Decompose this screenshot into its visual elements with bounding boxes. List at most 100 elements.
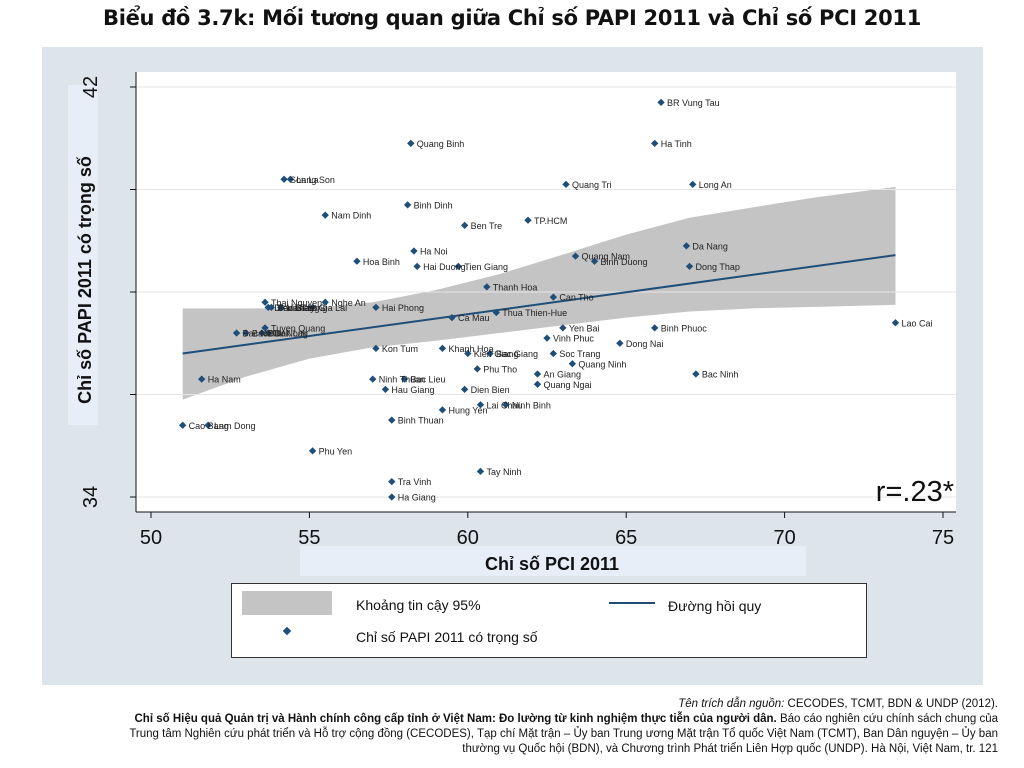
data-point [261, 298, 269, 306]
point-label: Lang Son [296, 175, 335, 185]
legend: Khoảng tin cậy 95% Đường hồi quy Chỉ số … [231, 583, 867, 658]
data-point [388, 477, 396, 486]
point-label: Tra Vinh [398, 477, 432, 487]
data-point [372, 303, 380, 312]
point-label: Bac Ninh [702, 370, 739, 380]
point-label: Kien Giang [474, 349, 519, 359]
point-label: Phu Yen [319, 446, 353, 456]
data-point [372, 344, 380, 353]
data-point [261, 324, 269, 332]
point-label: Vinh Long [287, 303, 327, 313]
data-point [321, 298, 329, 306]
point-label: Ha Noi [420, 247, 448, 257]
chart-title: Biểu đồ 3.7k: Mối tương quan giữa Chỉ số… [102, 6, 922, 30]
point-label: Ha Nam [208, 375, 241, 385]
point-label: Phu Tho [483, 364, 517, 374]
point-label: Hai Duong [423, 262, 466, 272]
point-label: An Giang [543, 370, 581, 380]
point-label: Nam Dinh [331, 211, 371, 221]
point-label: Lam Dong [214, 421, 256, 431]
data-point [400, 375, 409, 383]
data-point [308, 303, 317, 312]
point-label: Dak Lak [274, 329, 308, 339]
data-point [460, 221, 469, 230]
data-point [549, 349, 558, 358]
legend-point-marker [282, 626, 292, 636]
x-tick-label: 65 [615, 527, 637, 549]
data-point [403, 201, 412, 209]
point-label: Binh Phuoc [661, 323, 708, 333]
data-point [533, 380, 542, 388]
data-point [492, 308, 500, 317]
point-label: Binh Dinh [414, 200, 453, 210]
data-point [321, 211, 329, 219]
point-label: Dien Bien [274, 303, 313, 313]
point-label: Bac Giang [277, 303, 319, 313]
point-label: Gia Lai [319, 303, 348, 313]
point-label: Ninh Thuan [379, 375, 425, 385]
point-label: Dien Bien [471, 385, 510, 395]
point-label: Quang Ninh [578, 359, 626, 369]
point-label: Hai Phong [382, 303, 424, 313]
data-point [549, 293, 558, 301]
data-point [179, 421, 187, 429]
data-point [473, 365, 481, 373]
data-point [476, 401, 485, 409]
point-label: Vinh Phuc [553, 334, 594, 344]
data-point [651, 324, 659, 332]
source-line-2: Chỉ số Hiệu quả Quản trị và Hành chính c… [134, 713, 998, 725]
point-label: Ninh Binh [512, 400, 551, 410]
point-label: Bac Lieu [410, 375, 445, 385]
data-point [353, 257, 361, 265]
point-label: Bac Kan [252, 329, 286, 339]
correlation-annotation: r=.23* [876, 476, 954, 508]
data-point [438, 406, 447, 414]
legend-ci-swatch [242, 591, 332, 615]
data-point [413, 262, 421, 271]
data-point [232, 329, 241, 337]
data-point [571, 252, 580, 260]
data-point [590, 257, 599, 265]
data-point [891, 319, 900, 327]
point-label: Khanh Hoa [448, 344, 493, 354]
x-tick-label: 55 [298, 527, 320, 549]
point-label: Quang Tri [572, 180, 612, 190]
data-point [204, 421, 212, 429]
point-label: Hau Giang [391, 385, 434, 395]
point-label: Bac Ninh [243, 329, 280, 339]
data-point [280, 175, 288, 183]
data-point [369, 375, 377, 383]
point-label: Son La [290, 175, 319, 185]
data-point [258, 329, 266, 337]
data-point [616, 339, 624, 347]
data-point [685, 262, 694, 271]
data-point [308, 447, 317, 455]
legend-line-swatch [609, 602, 655, 604]
point-label: BR Vung Tau [667, 98, 720, 108]
point-label: Hoa Binh [363, 257, 400, 267]
point-label: Cao Bang [189, 421, 229, 431]
data-point [242, 329, 250, 337]
data-point [533, 370, 542, 378]
data-point [483, 283, 491, 291]
point-label: Tuyen Quang [271, 323, 325, 333]
point-label: Quang Nam [582, 252, 631, 262]
point-label: Tay Ninh [486, 467, 521, 477]
point-label: Bac Giang [496, 349, 538, 359]
point-label: Dong Thap [696, 262, 740, 272]
point-label: Dak Nong [268, 329, 308, 339]
source-line-4: thường vụ Quốc hội (BDN), và Chương trìn… [462, 743, 998, 755]
point-label: Ha Giang [398, 493, 436, 503]
point-label: Ha Tinh [661, 139, 692, 149]
data-point [286, 175, 295, 183]
source-line-1: Tên trích dẫn nguồn: CECODES, TCMT, BDN … [678, 698, 998, 710]
data-point [264, 329, 272, 337]
y-axis-label-band [68, 85, 98, 425]
data-point [502, 401, 510, 409]
data-point [657, 98, 665, 107]
point-label: Da Nang [692, 241, 728, 251]
data-point [277, 303, 285, 312]
point-label: Ha Tay [287, 303, 315, 313]
data-point [381, 385, 390, 394]
data-point [559, 324, 567, 332]
